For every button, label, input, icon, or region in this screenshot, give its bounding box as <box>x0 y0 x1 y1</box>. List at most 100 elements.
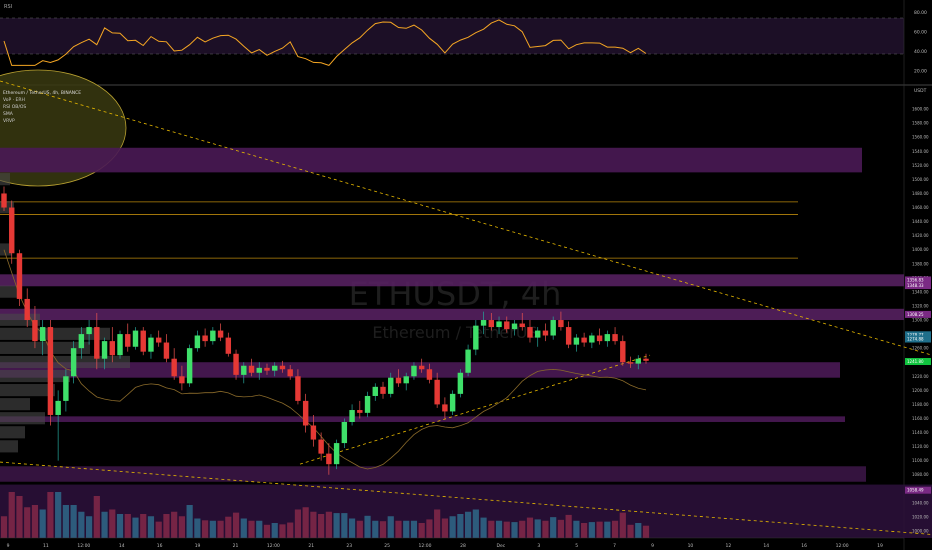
volume-bar <box>93 496 100 538</box>
legend-item[interactable]: VoP · ERH <box>3 97 25 103</box>
zone <box>0 274 904 287</box>
volume-bar <box>356 520 363 538</box>
volume-bar <box>604 521 611 538</box>
volume-bar <box>178 516 185 538</box>
time-tick-label: 5 <box>575 543 578 549</box>
volume-bar <box>232 512 240 538</box>
volume-bar <box>202 520 209 538</box>
supply-demand-zones <box>0 147 932 538</box>
volume-profile-bar <box>0 412 45 425</box>
price-tick-label: 1540.00 <box>912 149 929 154</box>
candle-body <box>488 320 495 328</box>
price-tick-label: 1400.00 <box>912 247 929 252</box>
time-axis[interactable]: 9 11 12:00 14 16 19 21 12:00 21 23 25 12:00 28 Dec 3 5 7… <box>7 543 883 549</box>
volume-profile-bar <box>0 369 70 383</box>
volume-bar <box>573 520 580 538</box>
candle-body <box>32 320 38 342</box>
candle-body <box>94 327 100 359</box>
candle-body <box>620 341 626 363</box>
price-tick-label: 1040.00 <box>912 500 929 505</box>
volume-bar <box>24 507 31 538</box>
volume-bar <box>372 520 379 538</box>
volume-bar <box>101 511 108 538</box>
candle-body <box>573 337 580 345</box>
price-tick-label: 1480.00 <box>912 191 929 196</box>
price-tick-label: 1520.00 <box>912 163 929 168</box>
zone <box>0 362 840 378</box>
volume-bar <box>186 505 193 538</box>
volume-bar <box>519 520 526 538</box>
time-tick-label: 9 <box>7 543 10 549</box>
volume-profile-bar <box>0 341 90 354</box>
rsi-tick-label: 20.00 <box>914 68 927 74</box>
candle-body <box>596 335 603 342</box>
price-tick-label: 1420.00 <box>912 233 929 238</box>
candle-body <box>210 330 216 342</box>
candle-body <box>140 330 146 352</box>
trendline[interactable] <box>299 354 651 465</box>
candle-body <box>1 193 7 208</box>
volume-bar <box>163 514 170 538</box>
candle-body <box>256 367 262 373</box>
volume-bar <box>209 520 216 538</box>
legend-title: Ethereum / TetherUS, 4h, BINANCE <box>3 90 81 96</box>
price-tag-bg <box>905 282 931 290</box>
volume-bar <box>147 516 155 538</box>
candle-body <box>550 320 556 336</box>
volume-profile-bar <box>0 384 55 397</box>
price-axis[interactable]: 1600.00 1580.00 1560.00 1540.00 1520.00 1500.… <box>912 107 929 534</box>
price-tick-label: 1160.00 <box>912 416 929 421</box>
legend-item[interactable]: SMA <box>3 111 14 117</box>
candle-body <box>287 369 293 377</box>
volume-profile <box>0 173 130 453</box>
time-tick-label: 10 <box>688 543 694 549</box>
price-tag-bg <box>905 486 931 494</box>
rsi-tick-label: 60.00 <box>914 29 927 35</box>
time-tick-label: 28 <box>460 543 466 549</box>
volume-bar <box>503 521 510 538</box>
volume-bar <box>348 518 356 538</box>
candle-body <box>264 367 270 371</box>
trendlines[interactable] <box>0 80 932 535</box>
volume-bar <box>240 518 247 538</box>
volume-bar <box>302 507 309 538</box>
price-tag-label: 1241.80 <box>907 359 924 364</box>
rsi-line <box>3 19 647 66</box>
volume-bar <box>55 492 62 538</box>
candle-body <box>480 320 487 326</box>
time-tick-label: 7 <box>613 543 616 549</box>
price-tick-label: 1260.00 <box>912 346 929 351</box>
volume-bar <box>441 518 448 538</box>
volume-bar <box>480 517 487 538</box>
legend-item[interactable]: RSI OB/OS <box>3 104 26 110</box>
candle-body <box>295 376 301 401</box>
candle-body <box>202 335 208 342</box>
zone <box>0 466 866 482</box>
volume-bar <box>550 517 557 538</box>
price-tick-label: 1000.00 <box>912 528 929 533</box>
time-tick-label: 11 <box>43 543 49 549</box>
time-tick-label: 21 <box>308 543 314 549</box>
candle-body <box>581 337 587 343</box>
price-tick-label: 1560.00 <box>912 135 929 140</box>
candle-body <box>241 365 247 375</box>
price-tick-label: 1580.00 <box>912 121 929 126</box>
volume-bar <box>341 513 348 538</box>
candle-body <box>171 358 177 377</box>
price-tag-bg <box>905 310 931 318</box>
legend-item[interactable]: VRVP <box>3 118 15 124</box>
price-tag-label: 1274.88 <box>907 337 924 342</box>
volume-bar <box>0 516 8 538</box>
rsi-ticks: 80.00 60.00 40.00 20.00 <box>914 10 927 75</box>
candle-body <box>403 376 409 384</box>
volume-bar <box>596 521 603 538</box>
price-tick-label: 1340.00 <box>912 289 929 294</box>
volume-bar <box>318 514 325 538</box>
candle-body <box>372 386 378 396</box>
candle-body <box>364 395 371 413</box>
candle-body <box>39 327 46 342</box>
volume-bar <box>472 509 479 538</box>
candle-body <box>411 365 417 377</box>
volume-bar <box>140 514 147 538</box>
